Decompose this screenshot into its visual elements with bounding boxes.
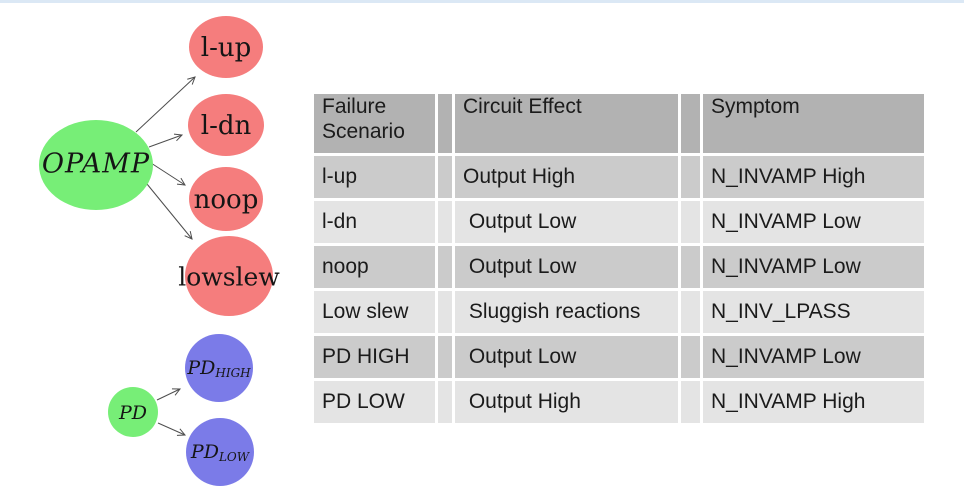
pd-high-sub: HIGH — [214, 366, 251, 380]
cell-scenario: l-dn — [314, 201, 435, 243]
cell-symptom: N_INVAMP Low — [703, 201, 924, 243]
spacer-cell — [438, 246, 452, 288]
cell-symptom: N_INVAMP High — [703, 156, 924, 198]
lowslew-label: lowslew — [178, 263, 280, 292]
spacer-cell — [681, 336, 700, 378]
header-spacer-cell — [438, 94, 452, 153]
table-row: Low slew Sluggish reactions N_INV_LPASS — [314, 291, 924, 333]
header-spacer-cell — [681, 94, 700, 153]
cell-effect: Sluggish reactions — [455, 291, 678, 333]
arrow-pd-low — [157, 422, 187, 436]
lup-node — [189, 16, 263, 78]
lowslew-node — [185, 236, 273, 316]
spacer-cell — [438, 201, 452, 243]
cell-symptom: N_INVAMP Low — [703, 336, 924, 378]
spacer-cell — [681, 291, 700, 333]
arrow-opamp-ldn — [148, 133, 184, 148]
arrow-pd-high — [156, 388, 181, 401]
cell-scenario: Low slew — [314, 291, 435, 333]
cell-scenario: l-up — [314, 156, 435, 198]
spacer-cell — [681, 201, 700, 243]
arrow-opamp-lowslew — [146, 183, 193, 240]
noop-node — [189, 167, 263, 231]
cell-symptom: N_INV_LPASS — [703, 291, 924, 333]
pd-arrows — [156, 388, 187, 436]
column-header-symptom: Symptom — [703, 94, 924, 153]
lup-label: l-up — [201, 33, 252, 63]
cell-scenario: noop — [314, 246, 435, 288]
table-header-row: Failure Scenario Circuit Effect Symptom — [314, 94, 924, 153]
table-row: l-dn Output Low N_INVAMP Low — [314, 201, 924, 243]
table-row: l-up Output High N_INVAMP High — [314, 156, 924, 198]
pd-low-sub: LOW — [218, 450, 251, 464]
cell-effect: Output High — [455, 381, 678, 423]
pd-node — [108, 387, 158, 437]
noop-label: noop — [194, 185, 259, 215]
cell-symptom: N_INVAMP High — [703, 381, 924, 423]
pd-high-label: PDHIGH — [186, 357, 251, 380]
spacer-cell — [438, 381, 452, 423]
table-row: PD LOW Output High N_INVAMP High — [314, 381, 924, 423]
arrow-opamp-noop — [150, 162, 186, 186]
column-header-failure-scenario: Failure Scenario — [314, 94, 435, 153]
spacer-cell — [438, 336, 452, 378]
pd-label: PD — [118, 402, 147, 424]
cell-effect: Output High — [455, 156, 678, 198]
opamp-arrows — [135, 76, 196, 240]
pd-high-base: PD — [186, 357, 215, 379]
ldn-node — [188, 94, 264, 156]
table-row: noop Output Low N_INVAMP Low — [314, 246, 924, 288]
opamp-node — [39, 120, 153, 210]
opamp-label: OPAMP — [42, 149, 150, 180]
spacer-cell — [438, 291, 452, 333]
ldn-label: l-dn — [201, 111, 252, 141]
failure-table: Failure Scenario Circuit Effect Symptom … — [311, 91, 927, 426]
fault-diagram: OPAMP l-up l-dn noop lowslew PD PDHIGH P… — [39, 16, 280, 486]
cell-effect: Output Low — [455, 246, 678, 288]
spacer-cell — [681, 246, 700, 288]
cell-scenario: PD LOW — [314, 381, 435, 423]
pd-low-base: PD — [190, 441, 219, 463]
cell-scenario: PD HIGH — [314, 336, 435, 378]
spacer-cell — [438, 156, 452, 198]
table-row: PD HIGH Output Low N_INVAMP Low — [314, 336, 924, 378]
pd-high-node — [185, 334, 253, 402]
pd-low-node — [186, 418, 254, 486]
cell-effect: Output Low — [455, 336, 678, 378]
pd-low-label: PDLOW — [190, 441, 251, 464]
spacer-cell — [681, 156, 700, 198]
top-strip — [0, 0, 964, 3]
arrow-opamp-lup — [135, 76, 196, 133]
spacer-cell — [681, 381, 700, 423]
cell-effect: Output Low — [455, 201, 678, 243]
cell-symptom: N_INVAMP Low — [703, 246, 924, 288]
column-header-circuit-effect: Circuit Effect — [455, 94, 678, 153]
